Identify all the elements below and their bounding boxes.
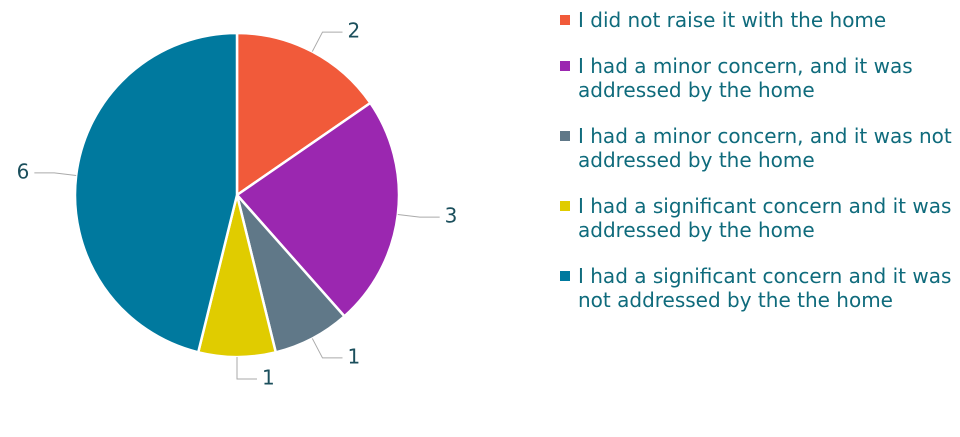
- leader-line: [397, 214, 440, 218]
- leader-line: [311, 31, 343, 52]
- legend-label: I did not raise it with the home: [578, 8, 887, 32]
- legend-item: I had a significant concern and it was n…: [560, 264, 955, 312]
- pie-slice: [235, 101, 401, 319]
- pie-area: 2 3 1 1 6: [17, 19, 458, 390]
- leader-line: [311, 338, 343, 359]
- legend-label: I had a significant concern and it was n…: [578, 264, 952, 312]
- legend-item: I had a significant concern and it was a…: [560, 194, 955, 242]
- legend-label: I had a significant concern and it was a…: [578, 194, 952, 242]
- legend-label: I had a minor concern, and it was not ad…: [578, 124, 952, 172]
- legend: I did not raise it with the home I had a …: [560, 8, 955, 334]
- legend-item: I did not raise it with the home: [560, 8, 955, 32]
- data-label: 1: [348, 344, 361, 368]
- data-label: 6: [17, 159, 30, 183]
- legend-item: I had a minor concern, and it was not ad…: [560, 124, 955, 172]
- pie-slice: [235, 31, 373, 198]
- legend-swatch: [560, 61, 570, 71]
- data-label: 1: [262, 366, 275, 390]
- data-label: 2: [348, 19, 361, 43]
- legend-item: I had a minor concern, and it was addres…: [560, 54, 955, 102]
- pie-slice: [73, 31, 239, 354]
- leader-line: [34, 172, 77, 176]
- legend-swatch: [560, 201, 570, 211]
- data-label: 3: [445, 204, 458, 228]
- legend-swatch: [560, 271, 570, 281]
- legend-label: I had a minor concern, and it was addres…: [578, 54, 913, 102]
- legend-swatch: [560, 15, 570, 25]
- leader-line: [236, 357, 257, 380]
- legend-swatch: [560, 131, 570, 141]
